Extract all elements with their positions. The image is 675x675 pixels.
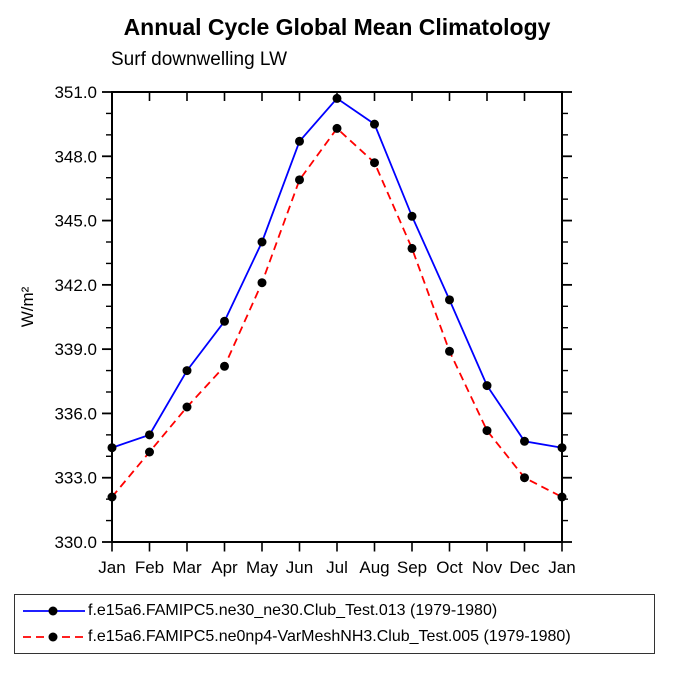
y-tick-label: 333.0 bbox=[54, 469, 97, 488]
data-point-marker bbox=[107, 443, 117, 453]
series-line-1 bbox=[111, 127, 563, 498]
data-point-marker bbox=[445, 295, 454, 305]
data-point-marker bbox=[182, 366, 192, 376]
chart-title: Annual Cycle Global Mean Climatology bbox=[123, 14, 551, 40]
data-point-marker bbox=[557, 492, 567, 502]
x-tick-label: Sep bbox=[397, 558, 427, 577]
data-point-marker bbox=[220, 361, 229, 371]
data-point-marker bbox=[482, 426, 492, 436]
legend-item-series-1: f.e15a6.FAMIPC5.ne0np4-VarMeshNH3.Club_T… bbox=[21, 624, 654, 650]
series-line-0 bbox=[111, 97, 563, 449]
chart-subtitle: Surf downwelling LW bbox=[111, 49, 288, 70]
data-point-marker bbox=[370, 119, 379, 129]
data-point-marker bbox=[557, 443, 567, 453]
data-point-marker bbox=[257, 237, 267, 247]
data-point-marker bbox=[107, 492, 117, 502]
data-point-marker bbox=[332, 123, 342, 133]
data-point-marker bbox=[520, 436, 529, 446]
y-tick-label: 351.0 bbox=[54, 83, 97, 102]
data-point-marker bbox=[295, 136, 304, 146]
data-point-marker bbox=[257, 278, 267, 288]
legend-marker-dot bbox=[48, 632, 58, 642]
legend-box: f.e15a6.FAMIPC5.ne30_ne30.Club_Test.013 … bbox=[14, 594, 655, 654]
legend-item-series-0: f.e15a6.FAMIPC5.ne30_ne30.Club_Test.013 … bbox=[21, 598, 654, 624]
data-point-marker bbox=[445, 346, 454, 356]
x-tick-label: Jan bbox=[98, 558, 125, 577]
legend-line-sample-dashed bbox=[23, 632, 85, 642]
x-tick-label: Mar bbox=[172, 558, 202, 577]
x-tick-label: Feb bbox=[135, 558, 164, 577]
y-tick-label: 342.0 bbox=[54, 276, 97, 295]
x-tick-label: Dec bbox=[509, 558, 540, 577]
data-point-marker bbox=[407, 211, 417, 221]
y-tick-label: 345.0 bbox=[54, 212, 97, 231]
x-tick-label: Jun bbox=[286, 558, 313, 577]
legend-marker-dot bbox=[48, 606, 58, 616]
plot-area: Jan Feb Mar Apr May Jun Jul Aug Sep Oct Nov Dec Jan3… bbox=[54, 83, 575, 577]
data-point-marker bbox=[332, 93, 342, 103]
x-tick-label: Oct bbox=[436, 558, 463, 577]
data-point-marker bbox=[520, 473, 529, 483]
x-tick-label: Apr bbox=[211, 558, 238, 577]
data-point-marker bbox=[370, 158, 379, 168]
data-point-marker bbox=[182, 402, 192, 412]
y-tick-label: 339.0 bbox=[54, 340, 97, 359]
y-tick-label: 330.0 bbox=[54, 533, 97, 552]
x-tick-label: May bbox=[246, 558, 279, 577]
x-tick-label: Jan bbox=[548, 558, 575, 577]
data-point-marker bbox=[145, 430, 154, 440]
data-point-marker bbox=[295, 175, 304, 185]
legend-label: f.e15a6.FAMIPC5.ne30_ne30.Club_Test.013 … bbox=[88, 602, 498, 619]
data-point-marker bbox=[145, 447, 154, 457]
x-tick-label: Jul bbox=[326, 558, 348, 577]
legend-label: f.e15a6.FAMIPC5.ne0np4-VarMeshNH3.Club_T… bbox=[88, 628, 571, 645]
data-point-marker bbox=[407, 243, 417, 253]
x-tick-label: Nov bbox=[472, 558, 503, 577]
y-tick-label: 336.0 bbox=[54, 404, 97, 423]
plot-box bbox=[111, 91, 563, 543]
data-point-marker bbox=[220, 316, 229, 326]
legend-line-sample-solid bbox=[23, 606, 85, 616]
y-tick-label: 348.0 bbox=[54, 147, 97, 166]
data-point-marker bbox=[482, 381, 492, 391]
x-tick-label: Aug bbox=[359, 558, 389, 577]
